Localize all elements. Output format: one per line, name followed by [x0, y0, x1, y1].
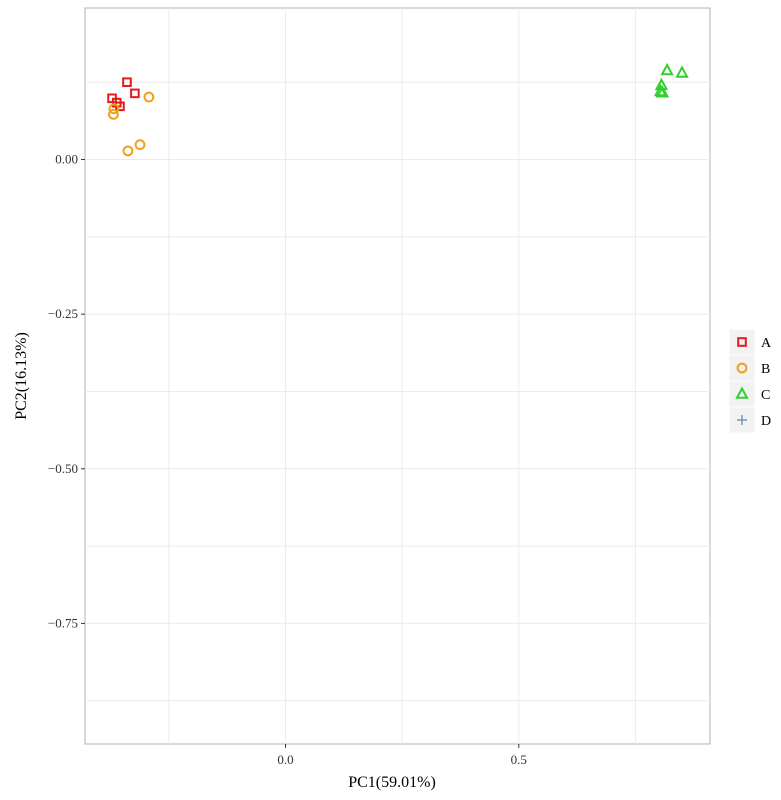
legend-symbol-b	[736, 362, 748, 374]
y-tick-label: −0.25	[48, 306, 78, 321]
legend-symbol-d	[737, 415, 747, 425]
legend-symbol-c	[735, 386, 749, 399]
legend-key-box	[728, 354, 756, 382]
legend-key-box	[728, 328, 756, 356]
y-axis-title: PC2(16.13%)	[13, 332, 30, 420]
legend-label-b: B	[761, 362, 770, 377]
y-tick-label: −0.50	[48, 461, 78, 476]
axes: 0.0 0.5 0.00 −0.25 −0.50 −0.75	[48, 152, 527, 767]
legend-label-a: A	[761, 336, 772, 351]
data-point-a	[115, 101, 125, 112]
legend-symbol-a	[737, 337, 747, 347]
x-axis-title: PC1(59.01%)	[348, 774, 436, 791]
y-tick-label: −0.75	[48, 615, 78, 630]
data-point-b	[143, 91, 155, 103]
data-point-b	[122, 145, 134, 157]
x-tick-label: 0.5	[511, 752, 527, 767]
legend-key-box	[728, 380, 756, 408]
data-point-b	[108, 108, 119, 120]
data-point-a	[122, 77, 132, 88]
x-tick-label: 0.0	[277, 752, 293, 767]
data-point-a	[130, 88, 140, 99]
data-point-c	[675, 65, 689, 78]
data-point-b	[108, 103, 120, 115]
grid-lines	[85, 8, 710, 744]
data-point-c	[660, 62, 674, 76]
legend-label-d: D	[761, 414, 771, 429]
y-tick-label: 0.00	[55, 152, 78, 167]
data-point-c	[653, 83, 668, 97]
data-point-b	[134, 139, 146, 151]
data-points	[107, 62, 689, 157]
legend-label-c: C	[761, 388, 770, 403]
data-point-c	[655, 85, 670, 98]
panel-background	[84, 7, 711, 745]
